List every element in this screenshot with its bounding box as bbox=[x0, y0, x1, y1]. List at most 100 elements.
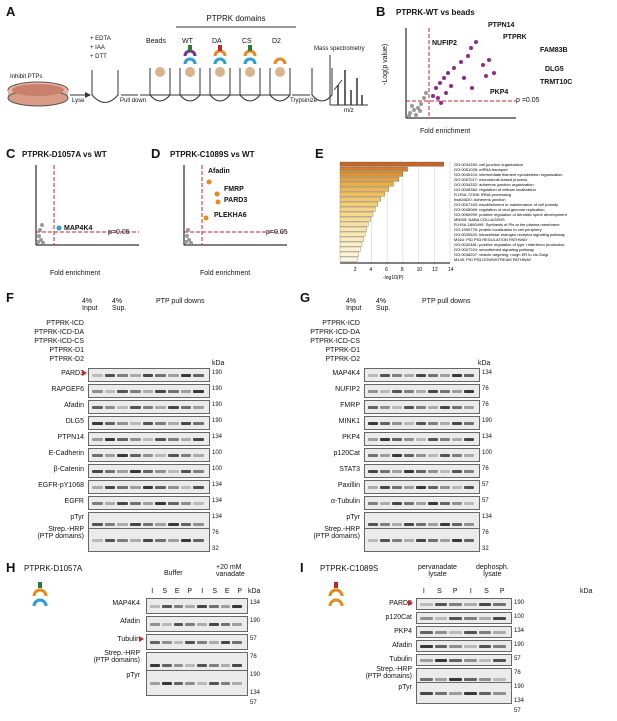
band bbox=[173, 664, 184, 667]
term-label: GO:0060999: positive regulation of dendr… bbox=[454, 212, 568, 217]
band bbox=[434, 603, 448, 606]
band bbox=[452, 470, 462, 473]
band bbox=[493, 617, 506, 620]
bar-16 bbox=[339, 241, 363, 247]
band bbox=[428, 502, 438, 505]
label-fam83b: FAM83B bbox=[540, 47, 568, 54]
blot-strip bbox=[88, 400, 210, 414]
term-label: M5005: NABA COLLAGENS bbox=[454, 217, 505, 222]
band bbox=[380, 390, 390, 393]
band bbox=[452, 422, 462, 425]
band bbox=[449, 678, 462, 681]
g-input-header: 4% Input bbox=[346, 298, 362, 312]
band bbox=[150, 682, 160, 685]
band bbox=[464, 406, 474, 409]
band bbox=[193, 422, 204, 425]
bar-6 bbox=[339, 191, 385, 197]
kda-marker: 57 bbox=[482, 498, 489, 504]
band bbox=[220, 682, 231, 685]
kda-marker: 190 bbox=[212, 386, 223, 392]
f-cond-2: PTPRK-ICD-CS bbox=[34, 338, 84, 345]
band bbox=[449, 617, 462, 620]
band bbox=[130, 539, 141, 542]
band bbox=[392, 470, 402, 473]
band bbox=[155, 422, 166, 425]
blot-strip bbox=[364, 384, 480, 398]
band bbox=[180, 390, 192, 393]
panel-letter-g: G bbox=[300, 290, 311, 305]
ptprk-domains-header: PTPRK domains bbox=[206, 14, 266, 23]
panel-letter-h: H bbox=[6, 560, 16, 575]
band bbox=[180, 523, 192, 526]
lane-cs: CS bbox=[242, 38, 252, 45]
kda-marker: 190 bbox=[212, 370, 223, 376]
band bbox=[392, 390, 402, 393]
term-label: GO:0032481: positive regulation of type … bbox=[454, 242, 565, 247]
reagent-iaa: + IAA bbox=[90, 45, 105, 51]
band bbox=[464, 390, 474, 393]
band bbox=[130, 390, 141, 393]
band bbox=[180, 454, 192, 457]
band bbox=[440, 539, 450, 542]
band bbox=[117, 454, 128, 457]
band bbox=[197, 641, 207, 644]
blot-label: p120Cat bbox=[333, 450, 360, 457]
term-label: GO:0030520: intracellular estrogen recep… bbox=[454, 232, 565, 237]
band bbox=[142, 406, 154, 409]
band bbox=[464, 502, 474, 505]
band bbox=[155, 470, 166, 473]
kda-marker: 134 bbox=[482, 514, 493, 520]
band bbox=[92, 390, 103, 393]
x-tick: 12 bbox=[432, 267, 438, 273]
term-label: R-HSA-1660499: Synthesis of PIs at the p… bbox=[454, 222, 560, 227]
band bbox=[392, 406, 402, 409]
band bbox=[220, 664, 231, 667]
band bbox=[104, 374, 116, 377]
band bbox=[449, 692, 462, 695]
ptp-construct-icon bbox=[32, 582, 48, 607]
band bbox=[416, 438, 426, 441]
band bbox=[150, 605, 160, 608]
ms-axis-mz: m/z bbox=[344, 108, 354, 114]
band bbox=[478, 645, 492, 648]
band bbox=[440, 470, 450, 473]
bar-5 bbox=[339, 186, 389, 192]
blot-strip bbox=[416, 612, 512, 624]
band bbox=[493, 631, 506, 634]
blot-strip bbox=[88, 432, 210, 446]
band bbox=[452, 486, 462, 489]
blot-label: PKP4 bbox=[342, 434, 360, 441]
band bbox=[449, 603, 462, 606]
kda-marker: 134 bbox=[212, 434, 223, 440]
blot-label: EGFR-pY1068 bbox=[38, 482, 84, 489]
band bbox=[92, 502, 103, 505]
band bbox=[92, 406, 103, 409]
band bbox=[464, 645, 477, 648]
lane-label: I bbox=[151, 588, 154, 595]
g-pull-header: PTP pull downs bbox=[422, 298, 471, 305]
band bbox=[493, 659, 506, 662]
band bbox=[464, 438, 474, 441]
panel-d-title: PTPRK-C1089S vs WT bbox=[170, 150, 255, 159]
band bbox=[404, 390, 414, 393]
band bbox=[440, 406, 450, 409]
term-label: GO:0045069: regulation of viral genome r… bbox=[454, 207, 545, 212]
band bbox=[117, 390, 128, 393]
lane-label: I bbox=[422, 588, 425, 595]
kda-marker: 190 bbox=[514, 642, 525, 648]
x-axis-label: Fold enrichment bbox=[420, 128, 471, 135]
blot-strip bbox=[88, 368, 210, 382]
band bbox=[368, 502, 378, 505]
band bbox=[155, 438, 166, 441]
band bbox=[142, 502, 154, 505]
band bbox=[380, 374, 390, 377]
blot-label: Afadin bbox=[64, 402, 84, 409]
label-afadin: Afadin bbox=[208, 168, 230, 175]
blot-label: Afadin bbox=[120, 618, 140, 625]
band bbox=[464, 454, 474, 457]
band bbox=[428, 422, 438, 425]
band bbox=[193, 438, 204, 441]
band bbox=[104, 523, 116, 526]
band bbox=[452, 539, 462, 542]
band bbox=[420, 645, 433, 648]
